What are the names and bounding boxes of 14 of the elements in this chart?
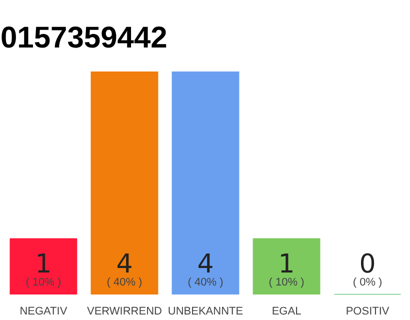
- annotation: ( 10% ): [26, 276, 62, 288]
- annotation: ( 40% ): [106, 276, 142, 288]
- data-label: 4: [197, 250, 214, 280]
- x-tick-label: VERWIRREND: [86, 306, 162, 318]
- x-tick-label: EGAL: [272, 306, 302, 318]
- annotation: ( 40% ): [188, 276, 224, 288]
- annotation: ( 10% ): [268, 276, 304, 288]
- x-tick-label: UNBEKANNTE: [168, 306, 244, 318]
- annotation: ( 0% ): [352, 276, 382, 288]
- chart-title: 0157359442: [0, 22, 168, 54]
- data-label: 4: [116, 250, 133, 280]
- x-tick-label: NEGATIV: [20, 306, 68, 318]
- x-tick-label: POSITIV: [346, 306, 390, 318]
- data-label: 1: [278, 250, 295, 280]
